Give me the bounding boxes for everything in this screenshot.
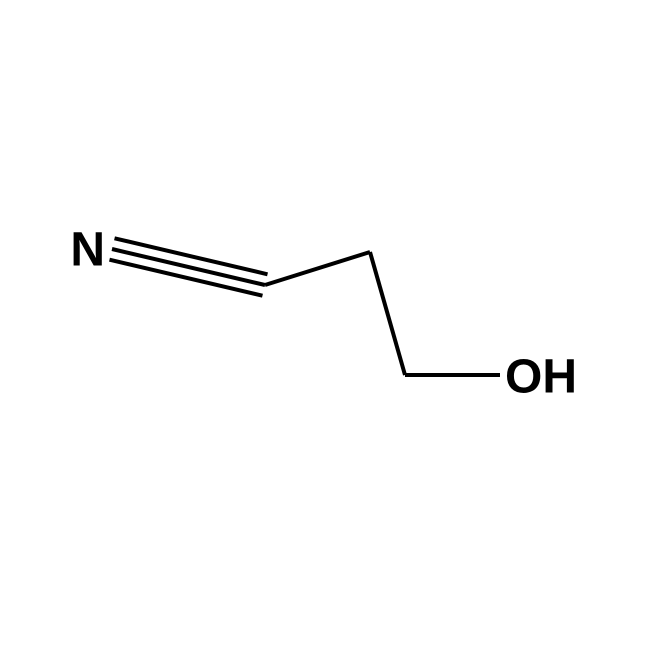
atom-label-n: N bbox=[70, 224, 105, 277]
bond-line bbox=[370, 252, 405, 375]
chemical-structure-diagram: N OH bbox=[0, 0, 650, 650]
bond-line bbox=[265, 252, 370, 285]
atom-label-oh: OH bbox=[505, 351, 577, 404]
